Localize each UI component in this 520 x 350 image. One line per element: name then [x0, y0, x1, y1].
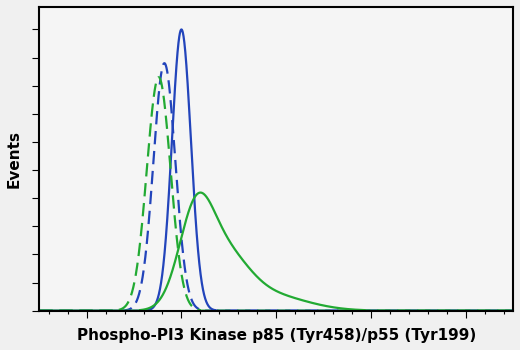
X-axis label: Phospho-PI3 Kinase p85 (Tyr458)/p55 (Tyr199): Phospho-PI3 Kinase p85 (Tyr458)/p55 (Tyr…	[76, 328, 476, 343]
Y-axis label: Events: Events	[7, 130, 22, 188]
